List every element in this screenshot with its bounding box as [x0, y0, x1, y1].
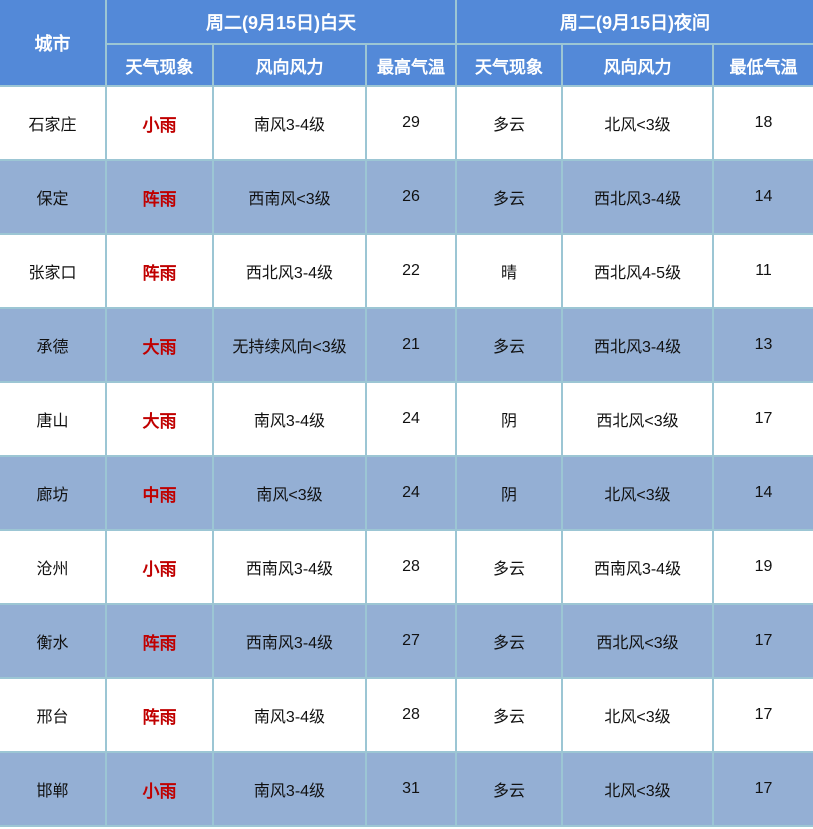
cell-day-weather: 阵雨: [105, 677, 214, 753]
cell-day-weather: 阵雨: [105, 603, 214, 679]
cell-day-weather: 中雨: [105, 455, 214, 531]
cell-day-wind: 西南风<3级: [212, 159, 367, 235]
cell-night-weather: 多云: [455, 86, 564, 161]
table-row: 承德 大雨 无持续风向<3级 21 多云 西北风3-4级 13: [0, 307, 813, 383]
cell-city: 廊坊: [0, 455, 107, 531]
cell-day-wind: 西南风3-4级: [212, 603, 367, 679]
cell-night-weather: 多云: [455, 603, 564, 679]
cell-day-wind: 南风<3级: [212, 455, 367, 531]
table-row: 张家口 阵雨 西北风3-4级 22 晴 西北风4-5级 11: [0, 233, 813, 309]
cell-night-wind: 北风<3级: [561, 455, 715, 531]
header-day-high-temp: 最高气温: [364, 43, 458, 87]
cell-night-weather: 阴: [455, 381, 564, 457]
cell-day-wind: 西北风3-4级: [212, 233, 367, 309]
cell-day-weather: 小雨: [105, 529, 214, 605]
table-row: 石家庄 小雨 南风3-4级 29 多云 北风<3级 18: [0, 86, 813, 161]
cell-city: 邯郸: [0, 751, 107, 827]
cell-night-wind: 西北风4-5级: [561, 233, 715, 309]
cell-day-wind: 南风3-4级: [212, 86, 367, 161]
cell-city: 承德: [0, 307, 107, 383]
cell-day-wind: 南风3-4级: [212, 677, 367, 753]
cell-day-weather: 大雨: [105, 307, 214, 383]
cell-day-high-temp: 26: [364, 159, 458, 235]
table-row: 沧州 小雨 西南风3-4级 28 多云 西南风3-4级 19: [0, 529, 813, 605]
cell-day-high-temp: 22: [364, 233, 458, 309]
cell-day-high-temp: 28: [364, 677, 458, 753]
cell-night-wind: 西南风3-4级: [561, 529, 715, 605]
cell-city: 唐山: [0, 381, 107, 457]
cell-city: 邢台: [0, 677, 107, 753]
table-row: 邢台 阵雨 南风3-4级 28 多云 北风<3级 17: [0, 677, 813, 753]
cell-day-weather: 小雨: [105, 86, 214, 161]
header-group-row: 城市 周二(9月15日)白天 周二(9月15日)夜间: [0, 0, 813, 87]
cell-night-low-temp: 18: [712, 86, 813, 161]
cell-city: 沧州: [0, 529, 107, 605]
cell-day-weather: 阵雨: [105, 233, 214, 309]
cell-night-low-temp: 17: [712, 603, 813, 679]
cell-night-wind: 西北风3-4级: [561, 159, 715, 235]
cell-night-wind: 北风<3级: [561, 86, 715, 161]
cell-night-wind: 北风<3级: [561, 751, 715, 827]
cell-night-low-temp: 13: [712, 307, 813, 383]
cell-night-weather: 多云: [455, 159, 564, 235]
cell-day-weather: 大雨: [105, 381, 214, 457]
cell-day-high-temp: 27: [364, 603, 458, 679]
cell-night-weather: 多云: [455, 307, 564, 383]
table-row: 保定 阵雨 西南风<3级 26 多云 西北风3-4级 14: [0, 159, 813, 235]
cell-day-wind: 西南风3-4级: [212, 529, 367, 605]
weather-table-header: 城市 周二(9月15日)白天 周二(9月15日)夜间 天气现象 风向风力 最高气…: [0, 0, 813, 87]
weather-table-body: 石家庄 小雨 南风3-4级 29 多云 北风<3级 18 保定 阵雨 西南风<3…: [0, 86, 813, 827]
cell-night-low-temp: 14: [712, 159, 813, 235]
cell-day-wind: 南风3-4级: [212, 381, 367, 457]
cell-day-weather: 小雨: [105, 751, 214, 827]
table-row: 唐山 大雨 南风3-4级 24 阴 西北风<3级 17: [0, 381, 813, 457]
cell-night-weather: 阴: [455, 455, 564, 531]
cell-night-weather: 晴: [455, 233, 564, 309]
header-day-wind: 风向风力: [212, 43, 367, 87]
cell-day-wind: 南风3-4级: [212, 751, 367, 827]
cell-night-wind: 北风<3级: [561, 677, 715, 753]
cell-night-wind: 西北风3-4级: [561, 307, 715, 383]
cell-day-high-temp: 28: [364, 529, 458, 605]
cell-city: 石家庄: [0, 86, 107, 161]
cell-day-high-temp: 29: [364, 86, 458, 161]
cell-day-wind: 无持续风向<3级: [212, 307, 367, 383]
header-night-group: 周二(9月15日)夜间: [455, 0, 813, 45]
header-night-low-temp: 最低气温: [712, 43, 813, 87]
cell-night-wind: 西北风<3级: [561, 603, 715, 679]
cell-city: 张家口: [0, 233, 107, 309]
table-row: 衡水 阵雨 西南风3-4级 27 多云 西北风<3级 17: [0, 603, 813, 679]
cell-day-weather: 阵雨: [105, 159, 214, 235]
cell-night-weather: 多云: [455, 677, 564, 753]
header-city: 城市: [0, 0, 107, 87]
header-day-weather: 天气现象: [106, 43, 214, 87]
cell-night-weather: 多云: [455, 751, 564, 827]
table-row: 廊坊 中雨 南风<3级 24 阴 北风<3级 14: [0, 455, 813, 531]
cell-city: 衡水: [0, 603, 107, 679]
cell-night-low-temp: 14: [712, 455, 813, 531]
cell-night-weather: 多云: [455, 529, 564, 605]
cell-night-low-temp: 17: [712, 751, 813, 827]
cell-night-low-temp: 11: [712, 233, 813, 309]
cell-night-low-temp: 17: [712, 677, 813, 753]
cell-night-low-temp: 17: [712, 381, 813, 457]
cell-night-low-temp: 19: [712, 529, 813, 605]
table-row: 邯郸 小雨 南风3-4级 31 多云 北风<3级 17: [0, 751, 813, 827]
cell-night-wind: 西北风<3级: [561, 381, 715, 457]
header-sub-row: 天气现象 风向风力 最高气温 天气现象 风向风力 最低气温: [0, 43, 813, 87]
header-night-weather: 天气现象: [455, 43, 564, 87]
header-day-group: 周二(9月15日)白天: [104, 0, 458, 45]
cell-day-high-temp: 31: [364, 751, 458, 827]
cell-city: 保定: [0, 159, 107, 235]
cell-day-high-temp: 24: [364, 455, 458, 531]
header-night-wind: 风向风力: [561, 43, 715, 87]
cell-day-high-temp: 24: [364, 381, 458, 457]
cell-day-high-temp: 21: [364, 307, 458, 383]
